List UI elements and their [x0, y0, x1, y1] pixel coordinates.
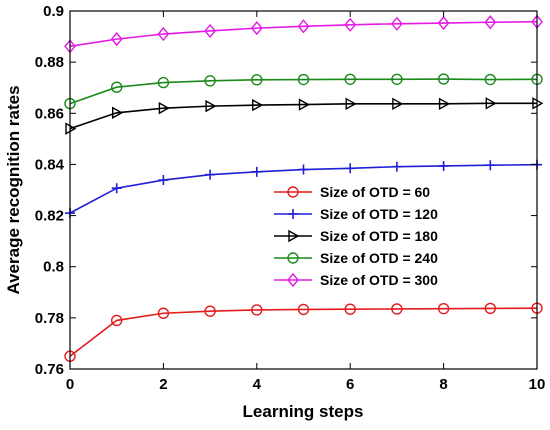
plus-marker — [438, 160, 449, 171]
circle-marker — [157, 307, 170, 319]
diamond-marker — [250, 21, 263, 36]
diamond-marker — [437, 15, 450, 31]
x-tick-label: 6 — [346, 376, 354, 393]
circle-marker — [437, 302, 450, 315]
circle-marker — [287, 186, 299, 198]
triangle-marker — [298, 98, 310, 111]
plus-marker — [205, 169, 216, 180]
plus-marker — [485, 160, 496, 171]
y-axis: 0.76 0.78 0.8 0.82 0.84 0.86 0.88 0.9 — [35, 3, 537, 378]
legend-label: Size of OTD = 120 — [320, 206, 438, 222]
circle-marker — [437, 73, 450, 85]
circle-marker — [287, 252, 299, 264]
circle-marker — [204, 305, 216, 317]
diamond-marker — [297, 19, 310, 34]
circle-marker — [344, 303, 356, 315]
triangle-marker — [438, 97, 451, 111]
circle-marker — [251, 74, 263, 86]
triangle-marker — [288, 229, 300, 243]
x-tick-label: 2 — [159, 376, 167, 393]
triangle-marker — [112, 106, 124, 119]
triangle-marker — [158, 101, 170, 115]
x-tick-label: 10 — [529, 376, 546, 393]
circle-marker — [391, 73, 403, 85]
y-axis-label: Average recognition rates — [4, 85, 23, 294]
series-line — [69, 20, 538, 48]
series-group — [64, 14, 543, 54]
legend-item: Size of OTD = 300 — [274, 272, 438, 288]
y-tick-label: 0.88 — [35, 54, 64, 71]
y-tick-label: 0.8 — [43, 259, 64, 276]
plus-marker — [111, 183, 122, 194]
circle-marker — [297, 303, 310, 316]
legend-label: Size of OTD = 240 — [320, 250, 438, 266]
diamond-marker — [484, 15, 497, 30]
y-tick-label: 0.82 — [35, 208, 64, 225]
plus-marker — [345, 163, 356, 174]
triangle-marker — [485, 97, 497, 110]
x-tick-label: 8 — [439, 376, 447, 393]
plus-marker — [298, 164, 309, 175]
plus-marker — [158, 175, 169, 186]
y-tick-label: 0.76 — [35, 361, 64, 378]
plot-frame — [69, 10, 538, 370]
legend-item: Size of OTD = 60 — [274, 184, 430, 200]
diamond-marker — [110, 32, 123, 47]
plus-marker — [288, 209, 298, 219]
series-line — [69, 102, 537, 130]
triangle-marker — [345, 97, 357, 111]
circle-marker — [391, 303, 403, 315]
triangle-marker — [392, 97, 404, 111]
circle-marker — [484, 73, 496, 86]
diamond-marker — [344, 17, 357, 32]
legend-label: Size of OTD = 180 — [320, 228, 438, 244]
diamond-marker — [157, 26, 170, 42]
legend-item: Size of OTD = 180 — [274, 228, 438, 244]
x-axis-label: Learning steps — [243, 402, 364, 421]
plus-marker — [251, 166, 262, 177]
circle-marker — [110, 314, 123, 327]
legend-label: Size of OTD = 60 — [320, 184, 430, 200]
legend-item: Size of OTD = 240 — [274, 250, 438, 266]
legend: Size of OTD = 60 Size of OTD = 120 Size of… — [268, 178, 480, 294]
circle-marker — [110, 81, 123, 93]
triangle-marker — [252, 98, 264, 112]
y-tick-label: 0.86 — [35, 105, 64, 122]
y-tick-label: 0.84 — [35, 156, 65, 173]
y-tick-label: 0.78 — [35, 310, 64, 327]
x-axis: 0 2 4 6 8 10 — [66, 11, 546, 393]
legend-label: Size of OTD = 300 — [320, 272, 438, 288]
series-layer — [64, 14, 544, 362]
series-line — [69, 78, 538, 105]
circle-marker — [484, 302, 496, 315]
diamond-marker — [204, 23, 217, 39]
x-tick-label: 4 — [253, 376, 262, 393]
circle-marker — [157, 76, 170, 89]
series-group — [65, 159, 542, 219]
circle-marker — [204, 75, 216, 87]
series-group — [65, 97, 544, 135]
legend-item: Size of OTD = 120 — [274, 206, 438, 222]
x-tick-label: 0 — [66, 376, 74, 393]
diamond-marker — [390, 16, 403, 31]
circle-marker — [251, 304, 263, 316]
plus-marker — [391, 161, 402, 172]
triangle-marker — [205, 99, 217, 113]
diamond-marker — [287, 272, 299, 288]
circle-marker — [344, 73, 356, 85]
series-group — [64, 73, 543, 110]
series-line — [69, 307, 538, 357]
y-tick-label: 0.9 — [43, 3, 64, 20]
circle-marker — [297, 73, 310, 86]
